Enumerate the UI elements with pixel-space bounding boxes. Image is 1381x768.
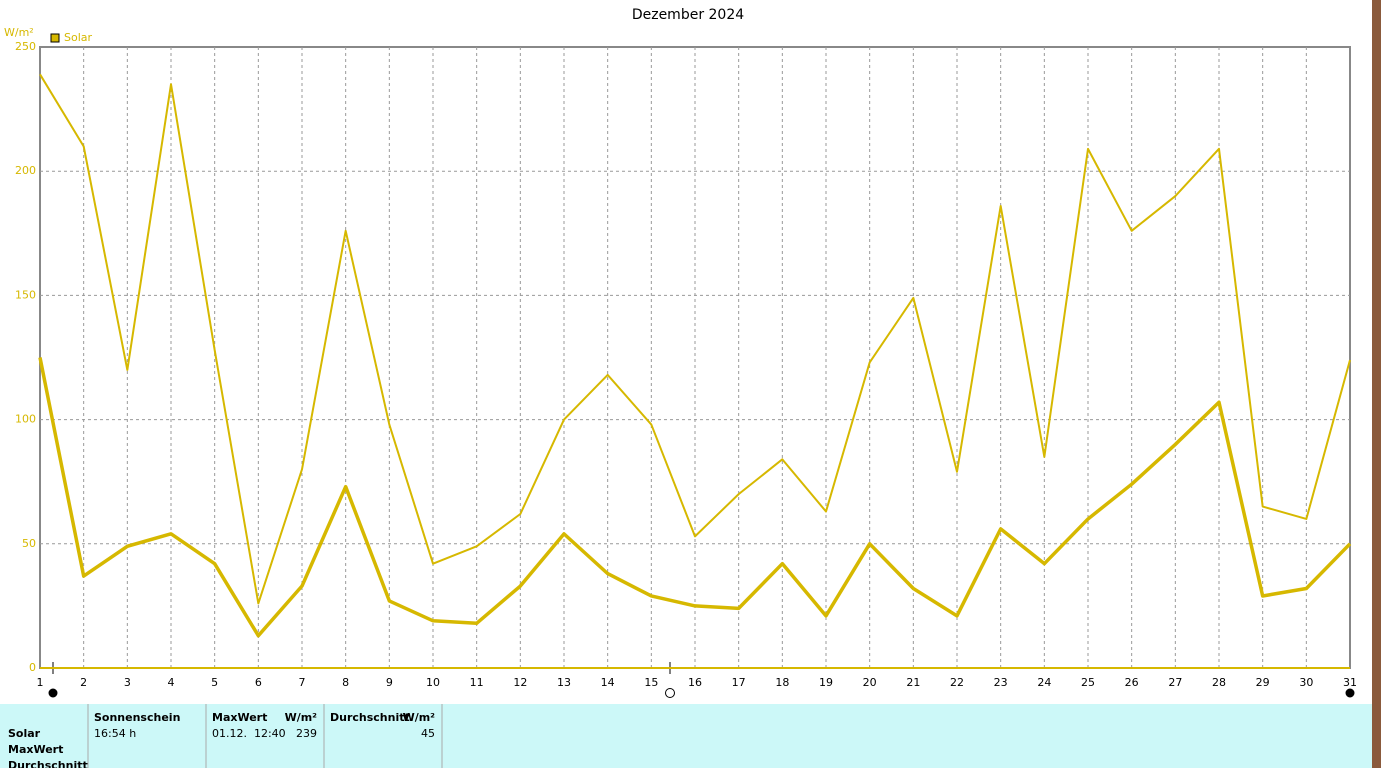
legend-swatch xyxy=(50,33,60,43)
x-tick-label: 25 xyxy=(1081,676,1095,689)
x-tick-label: 8 xyxy=(342,676,349,689)
series-line xyxy=(38,357,1352,638)
chart-title: Dezember 2024 xyxy=(632,7,744,23)
table-cell: 45 xyxy=(421,727,435,740)
x-tick-label: 10 xyxy=(426,676,440,689)
x-tick-label: 21 xyxy=(906,676,920,689)
table-values: 16:54 h 01.12. 12:40 239 45 xyxy=(94,727,435,740)
table-cell: 01.12. 12:40 xyxy=(212,727,286,740)
y-tick-label: 100 xyxy=(15,413,36,426)
x-tick-label: 11 xyxy=(470,676,484,689)
table: Sonnenschein MaxWert W/m² Durchschnitt W… xyxy=(8,711,435,768)
x-tick-label: 29 xyxy=(1256,676,1270,689)
plot-border xyxy=(39,46,1351,669)
table-cell: 16:54 h xyxy=(94,727,136,740)
y-tick-label: 150 xyxy=(15,288,36,301)
x-tick-label: 4 xyxy=(168,676,175,689)
x-tick-label: 31 xyxy=(1343,676,1357,689)
x-tick-label: 5 xyxy=(211,676,218,689)
table-header: MaxWert xyxy=(212,711,267,724)
x-tick-label: 13 xyxy=(557,676,571,689)
x-tick-label: 28 xyxy=(1212,676,1226,689)
x-tick-label: 27 xyxy=(1168,676,1182,689)
x-tick-label: 6 xyxy=(255,676,262,689)
table-cell: 239 xyxy=(296,727,317,740)
table-header: Durchschnitt xyxy=(330,711,410,724)
x-tick-label: 30 xyxy=(1299,676,1313,689)
y-tick-label: 50 xyxy=(22,537,36,550)
row-label: Durchschnitt xyxy=(8,759,88,768)
table-panel xyxy=(0,704,1372,768)
x-tick-label: 1 xyxy=(37,676,44,689)
y-tick-label: 0 xyxy=(29,661,36,674)
x-tick-label: 14 xyxy=(601,676,615,689)
x-tick-label: 12 xyxy=(513,676,527,689)
table-header: Sonnenschein xyxy=(94,711,180,724)
table-header: W/m² xyxy=(403,711,436,724)
x-tick-label: 16 xyxy=(688,676,702,689)
x-tick-label: 24 xyxy=(1037,676,1051,689)
x-tick-label: 3 xyxy=(124,676,131,689)
y-axis-unit: W/m² xyxy=(4,26,34,39)
table-dividers xyxy=(87,704,443,768)
x-tick-label: 2 xyxy=(80,676,87,689)
x-tick-label: 18 xyxy=(775,676,789,689)
side-strip xyxy=(1372,0,1381,768)
x-tick-label: 9 xyxy=(386,676,393,689)
y-tick-label: 250 xyxy=(15,40,36,53)
row-label: MaxWert xyxy=(8,743,63,756)
x-tick-label: 15 xyxy=(644,676,658,689)
x-tick-label: 19 xyxy=(819,676,833,689)
table-header: W/m² xyxy=(285,711,318,724)
x-tick-label: 23 xyxy=(994,676,1008,689)
x-tick-label: 22 xyxy=(950,676,964,689)
legend-label: Solar xyxy=(64,31,93,44)
x-tick-label: 20 xyxy=(863,676,877,689)
x-tick-label: 7 xyxy=(299,676,306,689)
moon-icons xyxy=(48,662,1355,698)
x-tick-label: 17 xyxy=(732,676,746,689)
x-tick-label: 26 xyxy=(1125,676,1139,689)
row-label: Solar xyxy=(8,727,41,740)
series-line xyxy=(39,73,1351,605)
y-tick-label: 200 xyxy=(15,164,36,177)
